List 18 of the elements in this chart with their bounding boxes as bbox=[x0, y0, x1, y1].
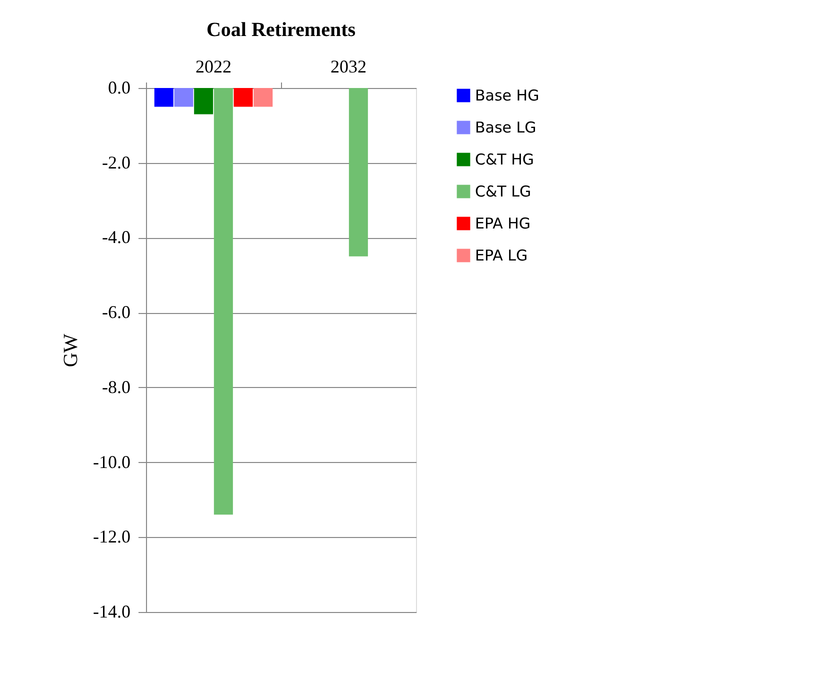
y-tick-label: -2.0 bbox=[102, 152, 130, 172]
legend-label: EPA HG bbox=[475, 214, 530, 232]
y-tick-label: -12.0 bbox=[93, 526, 130, 547]
y-tick-label: -14.0 bbox=[93, 602, 130, 622]
legend-label: C&T LG bbox=[475, 182, 532, 200]
y-tick-label: -10.0 bbox=[93, 452, 130, 472]
legend-label: Base HG bbox=[475, 86, 540, 104]
legend-label: Base LG bbox=[475, 118, 536, 136]
y-tick-label: -8.0 bbox=[102, 376, 130, 397]
legend-label: C&T HG bbox=[475, 150, 534, 168]
chart-title: Coal Retirements bbox=[206, 19, 356, 41]
x-tick-label: 2032 bbox=[330, 56, 366, 76]
y-tick-label: -6.0 bbox=[102, 302, 130, 322]
y-tick-label: -4.0 bbox=[102, 227, 130, 248]
y-axis-title: GW bbox=[60, 334, 82, 368]
x-tick-label: 2022 bbox=[196, 56, 232, 76]
legend-label: EPA LG bbox=[475, 246, 528, 264]
y-tick-label: 0.0 bbox=[108, 78, 130, 98]
